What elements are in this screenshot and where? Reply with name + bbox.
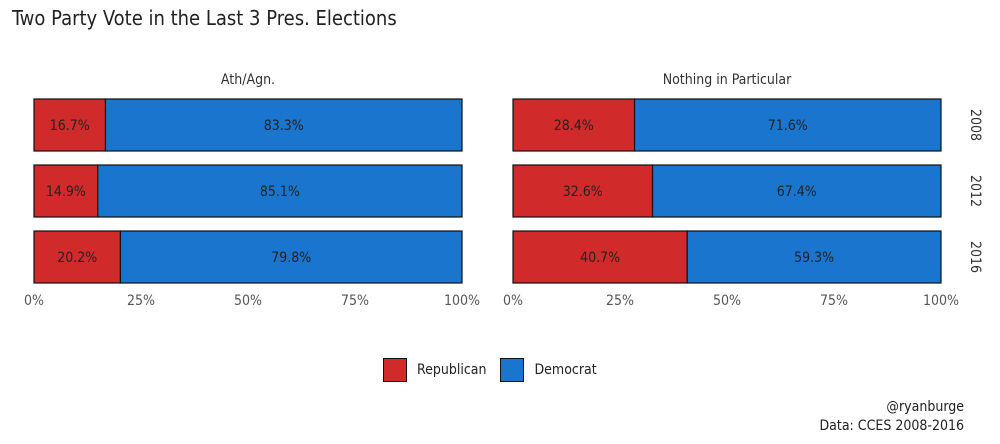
bar-nothing-in-particular-2016-republican xyxy=(512,230,688,284)
x-tick-ath-agn-3: 75% xyxy=(341,293,369,309)
data-label-nothing-in-particular-2008-democrat: 71.6% xyxy=(768,118,808,134)
x-tick-ath-agn-0: 0% xyxy=(24,293,44,309)
data-label-ath-agn-2016-democrat: 79.8% xyxy=(271,250,311,266)
data-label-ath-agn-2012-republican: 14.9% xyxy=(46,184,86,200)
bar-ath-agn-2008-democrat xyxy=(104,98,463,152)
facet-label-nothing-in-particular: Nothing in Particular xyxy=(663,72,792,88)
data-label-nothing-in-particular-2016-democrat: 59.3% xyxy=(794,250,834,266)
facet-label-ath-agn: Ath/Agn. xyxy=(221,72,275,88)
credit: @ryanburge Data: CCES 2008-2016 xyxy=(819,398,964,436)
bar-ath-agn-2016-democrat xyxy=(119,230,463,284)
bar-nothing-in-particular-2008-democrat xyxy=(633,98,942,152)
data-label-nothing-in-particular-2012-republican: 32.6% xyxy=(563,184,603,200)
data-label-nothing-in-particular-2016-republican: 40.7% xyxy=(580,250,620,266)
x-tick-nothing-in-particular-3: 75% xyxy=(820,293,848,309)
credit-handle: @ryanburge xyxy=(886,399,964,415)
bar-nothing-in-particular-2008-republican xyxy=(512,98,636,152)
x-tick-ath-agn-2: 50% xyxy=(234,293,262,309)
data-label-ath-agn-2016-republican: 20.2% xyxy=(57,250,97,266)
bar-nothing-in-particular-2012-democrat xyxy=(651,164,942,218)
chart-title: Two Party Vote in the Last 3 Pres. Elect… xyxy=(12,6,397,30)
bar-ath-agn-2016-republican xyxy=(33,230,122,284)
credit-source: Data: CCES 2008-2016 xyxy=(819,418,964,434)
x-tick-nothing-in-particular-4: 100% xyxy=(923,293,959,309)
bar-ath-agn-2008-republican xyxy=(33,98,107,152)
bar-nothing-in-particular-2016-democrat xyxy=(686,230,942,284)
data-label-nothing-in-particular-2008-republican: 28.4% xyxy=(554,118,594,134)
bar-ath-agn-2012-democrat xyxy=(97,164,463,218)
row-label-2008: 2008 xyxy=(967,109,983,141)
x-tick-nothing-in-particular-2: 50% xyxy=(713,293,741,309)
row-label-2012: 2012 xyxy=(967,175,983,207)
legend-label-republican: Republican xyxy=(417,362,487,378)
data-label-nothing-in-particular-2012-democrat: 67.4% xyxy=(777,184,817,200)
legend-label-democrat: Democrat xyxy=(534,362,597,378)
x-tick-nothing-in-particular-0: 0% xyxy=(503,293,523,309)
x-tick-ath-agn-4: 100% xyxy=(444,293,480,309)
row-label-2016: 2016 xyxy=(967,241,983,273)
legend-swatch-republican xyxy=(383,358,407,382)
legend-item-democrat: Democrat xyxy=(500,358,597,382)
x-tick-nothing-in-particular-1: 25% xyxy=(606,293,634,309)
data-label-ath-agn-2008-republican: 16.7% xyxy=(50,118,90,134)
data-label-ath-agn-2012-democrat: 85.1% xyxy=(260,184,300,200)
x-tick-ath-agn-1: 25% xyxy=(127,293,155,309)
data-label-ath-agn-2008-democrat: 83.3% xyxy=(264,118,304,134)
legend: Republican Democrat xyxy=(383,358,597,382)
bar-nothing-in-particular-2012-republican xyxy=(512,164,654,218)
legend-swatch-democrat xyxy=(500,358,525,382)
legend-item-republican: Republican xyxy=(383,358,486,382)
